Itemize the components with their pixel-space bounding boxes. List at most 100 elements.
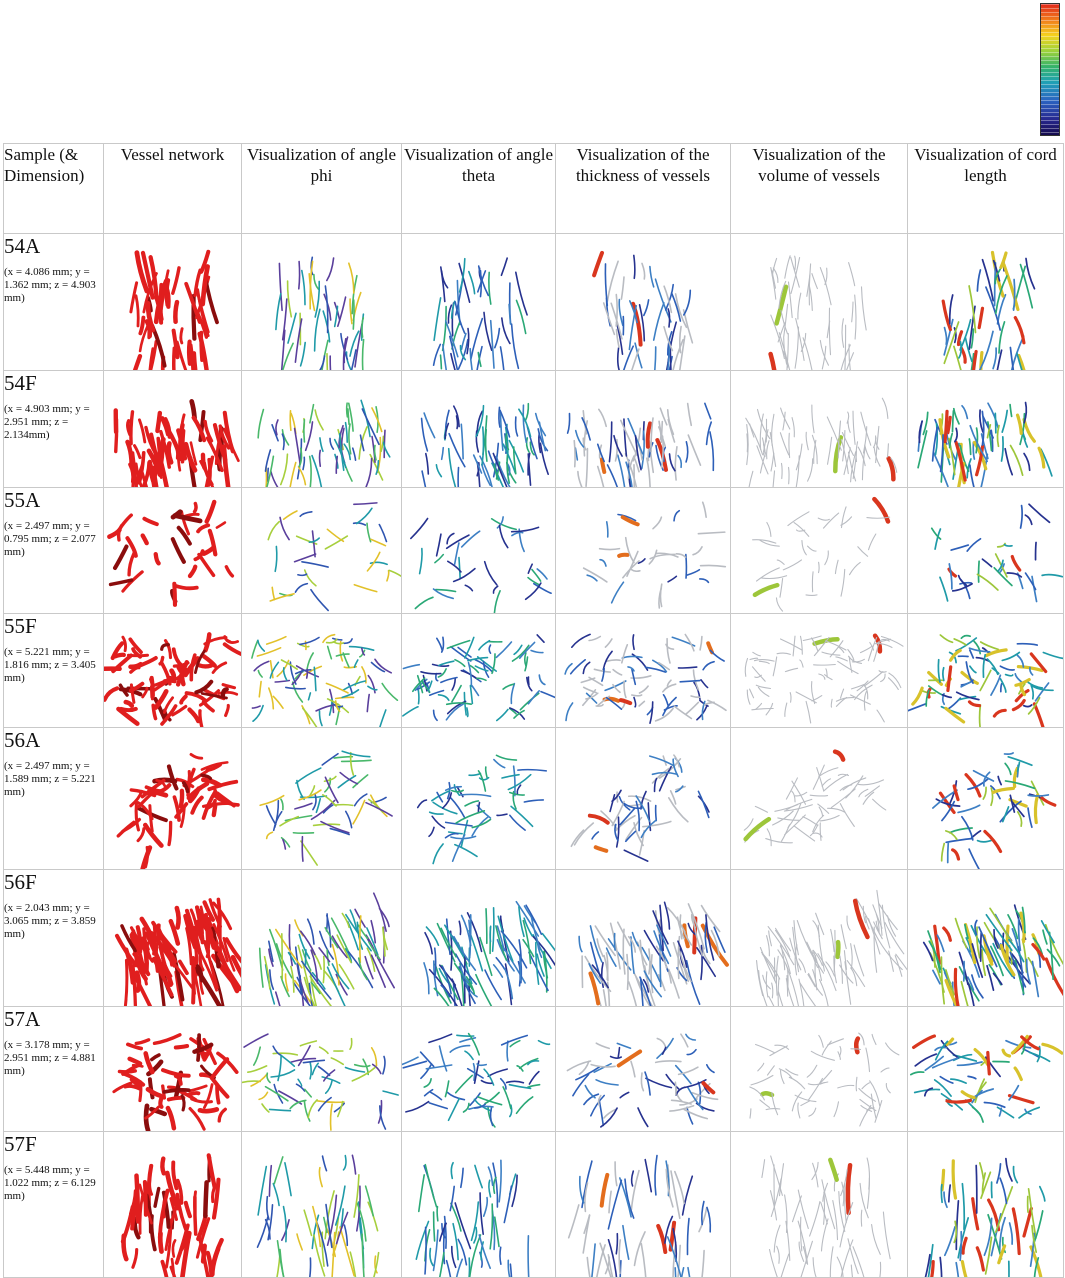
- vessel-segment: [808, 1083, 824, 1085]
- vessel-segment: [497, 810, 507, 819]
- vessel-segment: [948, 667, 951, 691]
- vessel-segment: [389, 568, 401, 580]
- vessel-segment: [441, 355, 442, 369]
- vessel-segment: [429, 1034, 452, 1042]
- vessel-segment: [426, 454, 429, 474]
- vessel-segment: [437, 638, 443, 650]
- vessel-segment: [820, 1071, 832, 1084]
- vessel-segment: [283, 511, 298, 519]
- vessel-segment: [164, 1090, 188, 1092]
- vessel-segment: [1029, 502, 1049, 525]
- thickness-image: [556, 1007, 731, 1132]
- vessel-segment: [865, 445, 870, 460]
- vessel-segment: [495, 329, 500, 348]
- vessel-segment: [191, 751, 202, 762]
- vessel-segment: [452, 569, 476, 582]
- vessel-segment: [427, 827, 437, 836]
- vessel-segment: [511, 684, 514, 704]
- vessel-segment: [195, 1192, 196, 1210]
- vessel-segment: [810, 572, 816, 592]
- vessel-segment: [434, 710, 438, 720]
- vessel-segment: [817, 562, 820, 572]
- angle-phi-image: [242, 728, 402, 870]
- vessel-segment: [343, 653, 349, 667]
- vessel-network-image: [104, 488, 242, 614]
- sample-dimension: (x = 4.903 mm; y = 2.951 mm; z = 2.134mm…: [4, 403, 103, 442]
- vessel-segment: [130, 356, 140, 370]
- angle-theta-image: [402, 614, 556, 728]
- vessel-segment: [952, 849, 960, 859]
- vessel-segment: [1031, 685, 1033, 698]
- vessel-network-image: [104, 371, 242, 488]
- vessel-segment: [972, 974, 983, 999]
- vessel-segment: [225, 644, 241, 656]
- vessel-segment: [993, 1062, 1009, 1063]
- vessel-segment: [1017, 644, 1037, 645]
- vessel-segment: [703, 662, 714, 670]
- vessel-segment: [653, 347, 656, 370]
- vessel-segment: [785, 979, 796, 1006]
- vessel-rendering: [402, 1007, 555, 1131]
- vessel-segment: [449, 1099, 460, 1121]
- vessel-segment: [1030, 788, 1049, 809]
- vessel-segment: [140, 318, 143, 334]
- vessel-segment: [353, 794, 368, 806]
- vessel-segment: [434, 298, 441, 340]
- vessel-segment: [335, 306, 338, 326]
- vessel-segment: [465, 1051, 473, 1059]
- vessel-segment: [168, 1108, 174, 1128]
- vessel-segment: [200, 711, 202, 727]
- vessel-segment: [367, 695, 369, 712]
- vessel-segment: [845, 916, 852, 930]
- vessel-segment: [501, 258, 507, 275]
- vessel-segment: [638, 1108, 648, 1127]
- sample-id: 57A: [4, 1007, 103, 1031]
- vessel-segment: [514, 957, 527, 980]
- vessel-segment: [456, 1259, 462, 1277]
- vessel-segment: [160, 658, 163, 664]
- vessel-segment: [155, 1189, 159, 1207]
- vessel-segment: [775, 798, 798, 817]
- vessel-segment: [621, 700, 630, 703]
- volume-image: [731, 1132, 908, 1278]
- vessel-segment: [455, 660, 465, 667]
- vessel-segment: [137, 847, 156, 866]
- thickness-image: [556, 728, 731, 870]
- vessel-segment: [280, 517, 289, 541]
- vessel-segment: [424, 412, 435, 438]
- vessel-segment: [795, 327, 798, 368]
- vessel-segment: [604, 795, 621, 812]
- vessel-segment: [816, 913, 824, 935]
- vessel-segment: [914, 1036, 935, 1047]
- vessel-segment: [176, 1046, 187, 1048]
- vessel-segment: [440, 448, 444, 460]
- vessel-segment: [267, 637, 286, 644]
- vessel-segment: [319, 1098, 332, 1111]
- vessel-segment: [197, 525, 208, 531]
- vessel-rendering: [731, 870, 907, 1006]
- sample-id: 54F: [4, 371, 103, 395]
- vessel-segment: [442, 637, 444, 652]
- vessel-segment: [283, 974, 291, 991]
- vessel-segment: [870, 1081, 880, 1106]
- vessel-segment: [680, 681, 700, 682]
- vessel-segment: [762, 1093, 772, 1095]
- vessel-segment: [640, 686, 649, 693]
- vessel-segment: [438, 1253, 444, 1277]
- vessel-segment: [786, 794, 812, 815]
- vessel-segment: [514, 645, 522, 654]
- vessel-rendering: [556, 1007, 730, 1131]
- vessel-segment: [858, 546, 868, 558]
- vessel-segment: [491, 1108, 493, 1125]
- header-sample: Sample (& Dimension): [4, 144, 104, 234]
- vessel-segment: [310, 1062, 311, 1078]
- vessel-segment: [1043, 653, 1063, 659]
- vessel-segment: [822, 1041, 831, 1055]
- vessel-segment: [140, 1196, 142, 1233]
- vessel-segment: [865, 672, 883, 686]
- vessel-segment: [326, 1081, 332, 1094]
- vessel-segment: [585, 1086, 595, 1098]
- vessel-segment: [324, 536, 349, 549]
- vessel-segment: [152, 687, 153, 697]
- vessel-segment: [1000, 666, 1014, 670]
